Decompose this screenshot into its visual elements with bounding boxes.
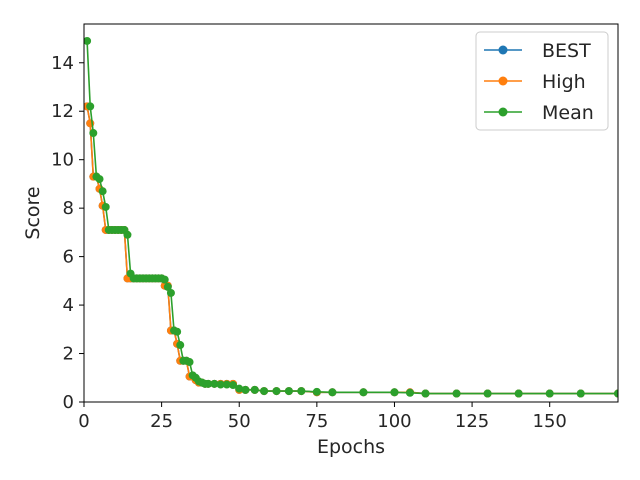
data-point <box>483 389 492 398</box>
x-axis: 0 25 50 75 100 125 150 <box>78 402 567 432</box>
data-point <box>101 202 110 211</box>
data-point <box>576 389 585 398</box>
legend-swatch-marker <box>498 76 508 86</box>
legend-label: High <box>542 71 586 93</box>
x-tick-label: 150 <box>533 411 567 432</box>
data-point <box>160 275 169 284</box>
legend-box <box>475 31 609 131</box>
data-point <box>95 175 104 184</box>
data-point <box>328 388 337 397</box>
data-point <box>421 389 430 398</box>
data-point <box>405 388 414 397</box>
y-axis-label: Score <box>22 186 44 239</box>
series-mean <box>84 36 618 398</box>
legend: BEST High Mean <box>475 31 609 131</box>
data-point <box>89 129 98 138</box>
data-point <box>163 282 172 291</box>
data-point <box>297 387 306 396</box>
x-tick-label: 100 <box>377 411 411 432</box>
legend-swatch-marker <box>498 107 508 117</box>
data-point <box>216 380 225 389</box>
legend-item-high: High <box>484 71 586 93</box>
x-tick-label: 125 <box>455 411 489 432</box>
data-point <box>123 230 132 239</box>
data-point <box>390 388 399 397</box>
data-point <box>235 384 244 393</box>
data-point <box>250 385 259 394</box>
x-tick-label: 0 <box>78 411 89 432</box>
y-tick-label: 4 <box>63 295 74 316</box>
x-tick-label: 50 <box>228 411 251 432</box>
x-tick-label: 25 <box>150 411 173 432</box>
data-point <box>359 388 368 397</box>
legend-swatch-marker <box>498 45 508 55</box>
data-point <box>545 389 554 398</box>
data-point <box>614 389 618 398</box>
data-point <box>86 102 95 111</box>
data-point <box>241 385 250 394</box>
legend-item-mean: Mean <box>484 102 594 124</box>
data-point <box>210 379 219 388</box>
data-point <box>166 288 175 297</box>
y-tick-label: 2 <box>63 344 74 365</box>
y-axis: 0 2 4 6 8 10 12 14 <box>51 53 84 413</box>
data-point <box>222 380 231 389</box>
data-point <box>312 387 321 396</box>
data-point <box>260 387 269 396</box>
data-point <box>452 389 461 398</box>
axes-frame <box>83 23 619 403</box>
y-tick-label: 12 <box>51 101 74 122</box>
data-point <box>229 381 238 390</box>
data-point <box>204 379 213 388</box>
legend-label: Mean <box>542 102 594 124</box>
data-point <box>284 387 293 396</box>
data-point <box>514 389 523 398</box>
y-tick-label: 10 <box>51 150 74 171</box>
legend-label: BEST <box>542 40 591 62</box>
x-tick-label: 75 <box>305 411 328 432</box>
y-tick-label: 14 <box>51 53 74 74</box>
data-point <box>84 36 92 45</box>
data-point <box>185 358 194 367</box>
legend-item-best: BEST <box>484 40 591 62</box>
y-tick-label: 8 <box>63 198 74 219</box>
data-point <box>176 341 185 350</box>
data-point <box>98 187 107 196</box>
y-tick-label: 0 <box>63 392 74 413</box>
y-tick-label: 6 <box>63 247 74 268</box>
data-point <box>272 387 281 396</box>
data-point <box>173 327 182 336</box>
x-axis-label: Epochs <box>317 436 385 458</box>
series-layer <box>84 36 618 398</box>
